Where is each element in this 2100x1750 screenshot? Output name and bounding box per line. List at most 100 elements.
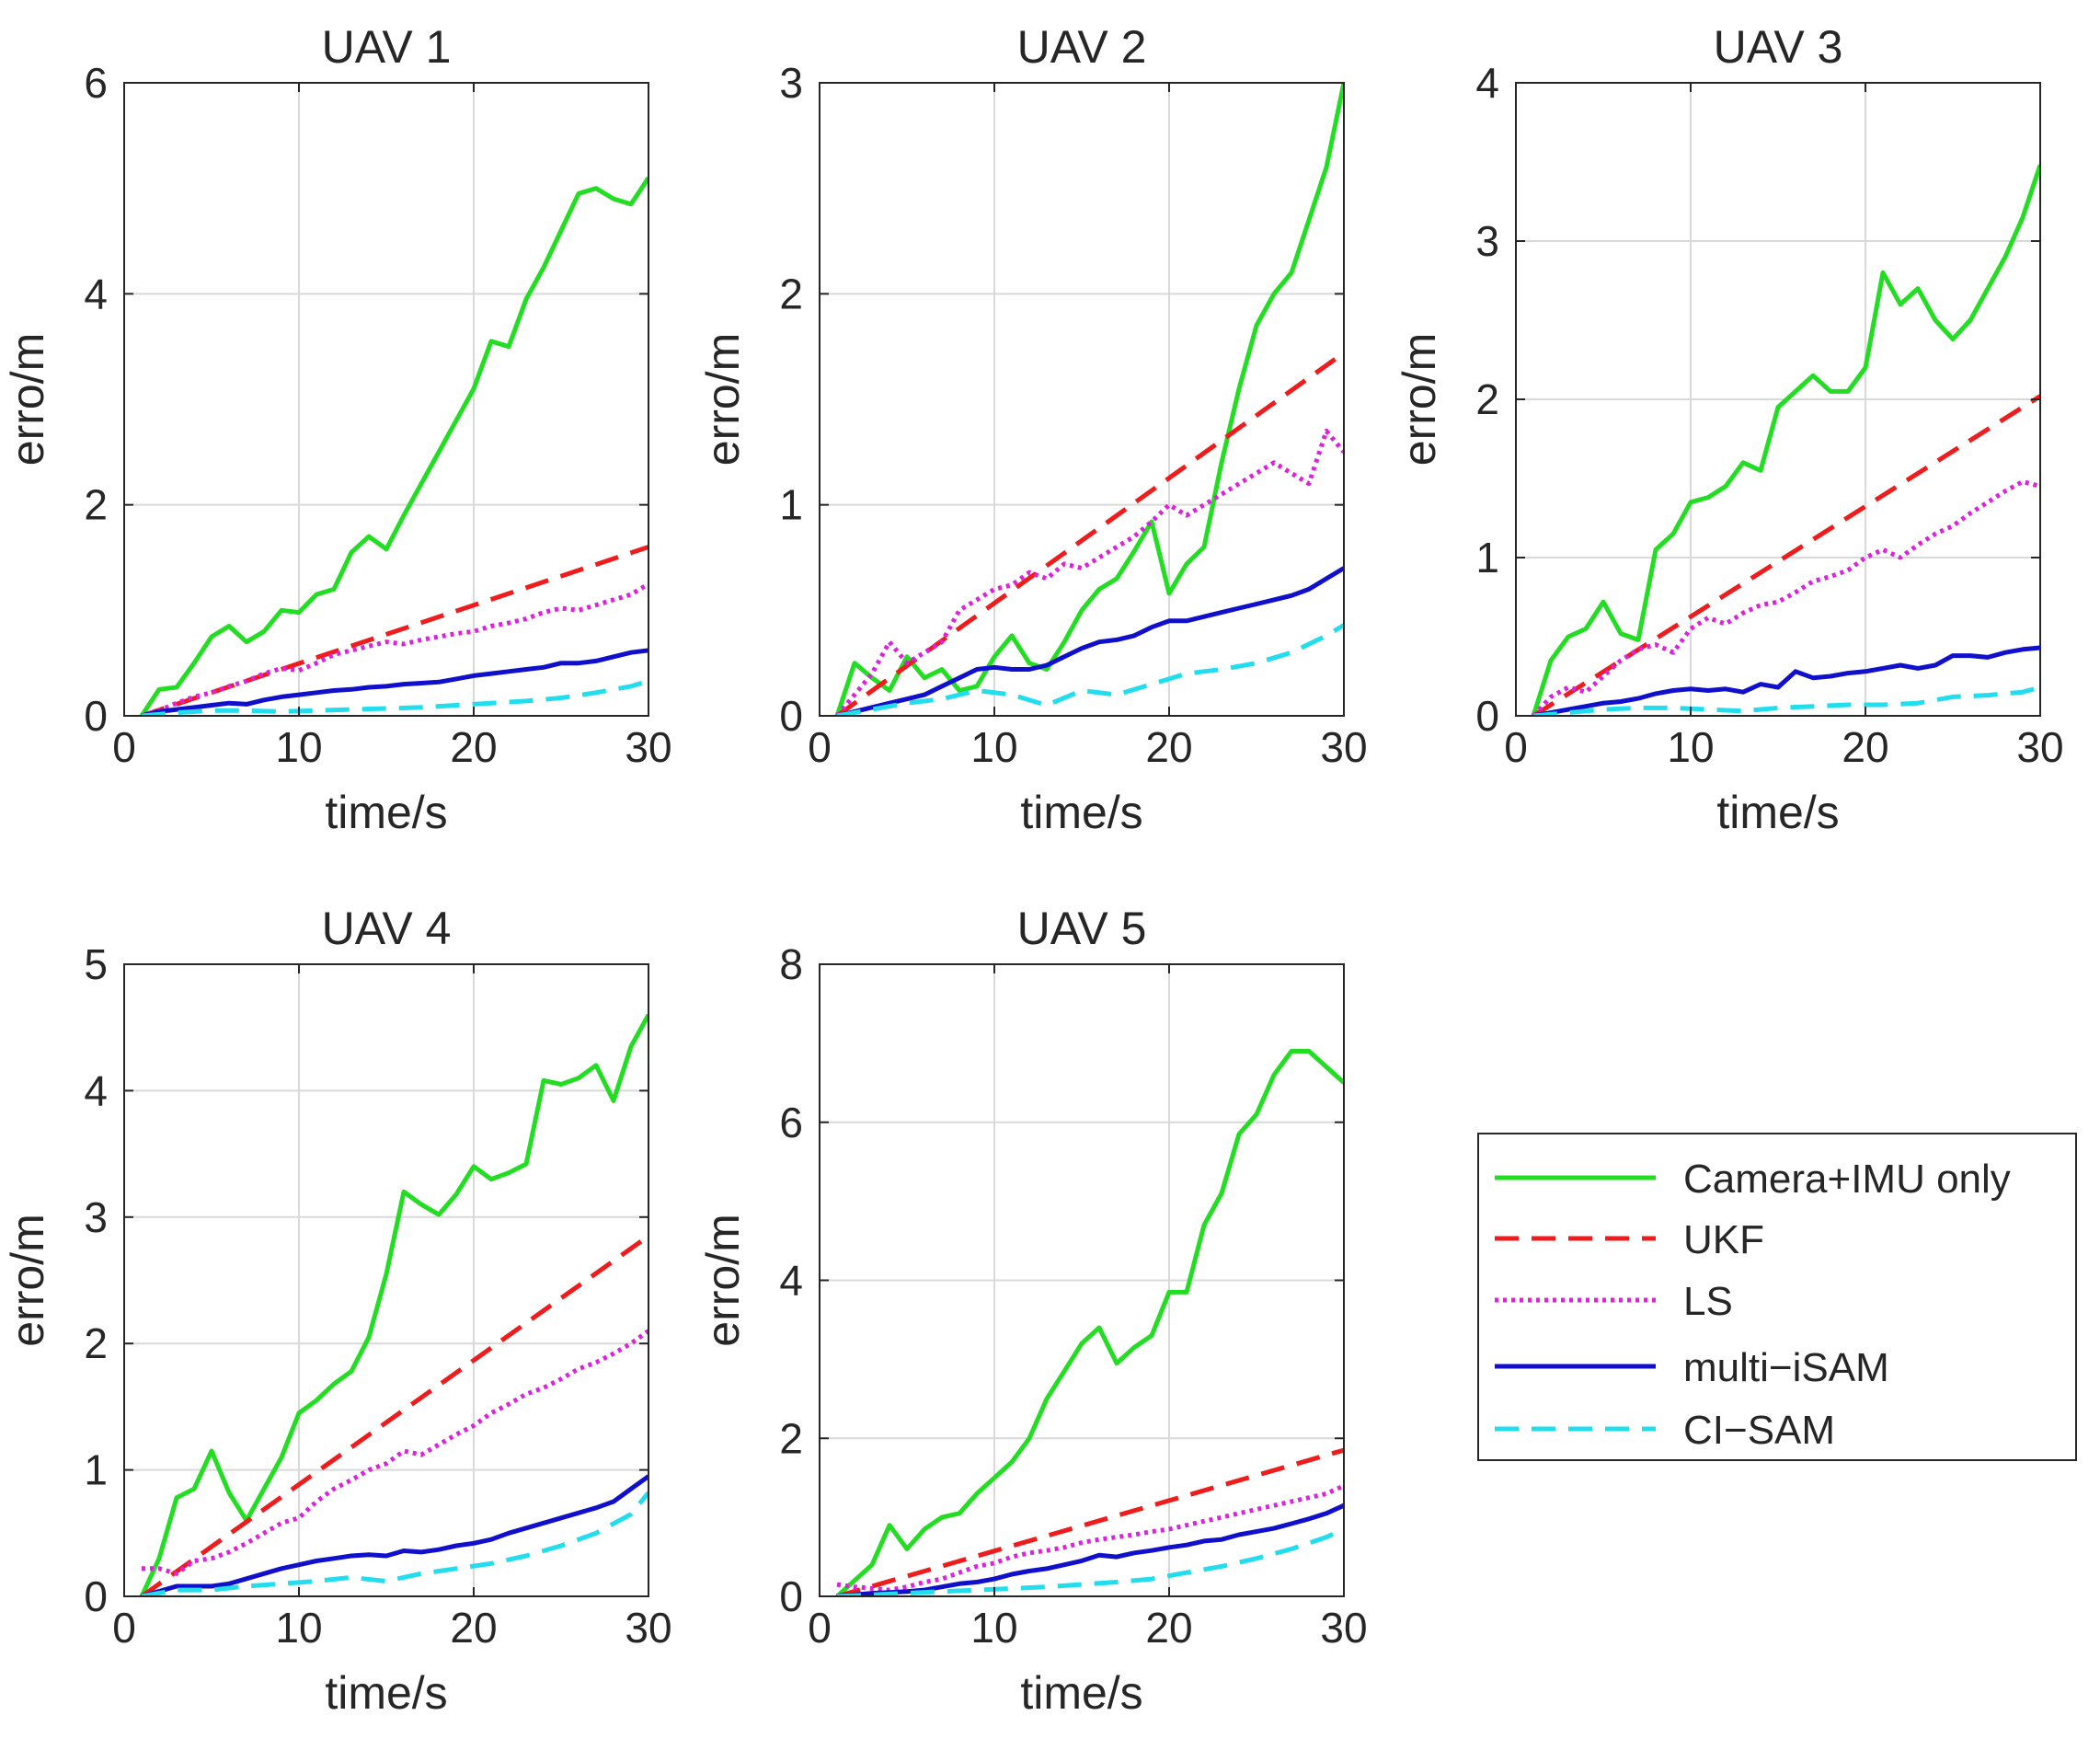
uav-2-ytick-label-0: 0 bbox=[779, 692, 803, 740]
uav-1-series-ls bbox=[141, 581, 648, 716]
uav-5-ytick-label-6: 6 bbox=[779, 1099, 803, 1146]
uav-5-xlabel: time/s bbox=[1020, 1667, 1142, 1719]
uav-1-xtick-label-10: 10 bbox=[275, 723, 322, 771]
uav-1-ytick-label-0: 0 bbox=[84, 692, 108, 740]
uav-1-ytick-label-2: 2 bbox=[84, 481, 108, 529]
uav-1-series-group bbox=[139, 176, 648, 716]
uav-5-xtick-label-10: 10 bbox=[970, 1604, 1017, 1652]
uav-1-series-ukf bbox=[141, 545, 648, 716]
legend-entry-ls: LS bbox=[1495, 1279, 1733, 1324]
legend-label-ls: LS bbox=[1683, 1279, 1733, 1324]
subplot-uav-5: 0 10 20 30 0 2 4 6 8 UAV 5 time/s erro/m bbox=[697, 903, 1368, 1719]
uav-2-series-ukf bbox=[835, 351, 1344, 716]
uav-2-series-ci-sam bbox=[836, 623, 1344, 716]
uav-2-ytick-label-3: 3 bbox=[779, 59, 803, 107]
uav-1-xlabel: time/s bbox=[325, 787, 447, 838]
uav-3-xtick-label-30: 30 bbox=[2016, 723, 2063, 771]
uav-2-series-camera-imu bbox=[834, 83, 1344, 716]
uav-4-series-ci-sam bbox=[141, 1491, 648, 1596]
uav-2-ytick-label-2: 2 bbox=[779, 270, 803, 317]
uav-1-ytick-label-6: 6 bbox=[84, 59, 108, 107]
uav-3-xtick-label-20: 20 bbox=[1842, 723, 1888, 771]
uav-2-ytick-label-1: 1 bbox=[779, 481, 803, 529]
uav-2-series-group bbox=[834, 83, 1344, 716]
uav-3-ytick-label-1: 1 bbox=[1475, 534, 1499, 581]
uav-4-series-ukf bbox=[140, 1234, 648, 1596]
subplot-uav-3: 0 10 20 30 0 1 2 3 4 UAV 3 time/s erro/m bbox=[1394, 21, 2064, 838]
uav-3-ytick-label-0: 0 bbox=[1475, 692, 1499, 740]
uav-4-xlabel: time/s bbox=[325, 1667, 447, 1719]
legend-entry-ukf: UKF bbox=[1495, 1217, 1764, 1262]
uav-4-xtick-label-10: 10 bbox=[275, 1604, 322, 1652]
uav-1-ylabel: erro/m bbox=[2, 333, 53, 466]
uav-4-ytick-label-2: 2 bbox=[84, 1319, 108, 1367]
uav-5-ytick-label-8: 8 bbox=[779, 940, 803, 988]
uav-3-series-ci-sam bbox=[1532, 685, 2040, 716]
uav-4-ytick-label-1: 1 bbox=[84, 1446, 108, 1494]
uav-2-ylabel: erro/m bbox=[697, 333, 749, 466]
uav-2-xtick-label-0: 0 bbox=[808, 723, 832, 771]
legend: Camera+IMU only UKF LS multi−iSAM CI−SAM bbox=[1477, 1133, 2077, 1461]
uav-4-series-group bbox=[139, 1013, 648, 1596]
uav-4-xtick-label-0: 0 bbox=[112, 1604, 136, 1652]
uav-5-series-ci-sam bbox=[836, 1526, 1344, 1596]
uav-2-xtick-label-20: 20 bbox=[1145, 723, 1192, 771]
uav-3-title: UAV 3 bbox=[1714, 21, 1843, 73]
uav-2-xtick-label-10: 10 bbox=[970, 723, 1017, 771]
uav-4-ylabel: erro/m bbox=[2, 1214, 53, 1346]
uav-3-ytick-label-4: 4 bbox=[1475, 59, 1499, 107]
uav-4-series-multi-isam bbox=[141, 1474, 648, 1596]
uav-1-ytick-label-4: 4 bbox=[84, 270, 108, 317]
uav-3-ytick-label-3: 3 bbox=[1475, 217, 1499, 265]
uav-5-xtick-label-20: 20 bbox=[1145, 1604, 1192, 1652]
uav-4-ytick-label-3: 3 bbox=[84, 1193, 108, 1241]
uav-3-series-camera-imu bbox=[1531, 164, 2040, 716]
subplot-uav-2: 0 10 20 30 0 1 2 3 UAV 2 time/s erro/m bbox=[697, 21, 1368, 838]
subplot-uav-4: 0 10 20 30 0 1 2 3 4 5 UAV 4 time/s erro/m bbox=[2, 903, 672, 1719]
uav-4-ytick-label-5: 5 bbox=[84, 940, 108, 988]
uav-5-ytick-label-4: 4 bbox=[779, 1257, 803, 1305]
uav-4-ytick-label-0: 0 bbox=[84, 1572, 108, 1620]
uav-1-xtick-label-0: 0 bbox=[112, 723, 136, 771]
legend-label-ukf: UKF bbox=[1683, 1217, 1764, 1262]
uav-5-ytick-label-0: 0 bbox=[779, 1572, 803, 1620]
uav-4-xtick-label-20: 20 bbox=[450, 1604, 497, 1652]
uav-2-xtick-label-30: 30 bbox=[1320, 723, 1367, 771]
uav-3-series-ls bbox=[1532, 478, 2040, 716]
uav-5-ylabel: erro/m bbox=[697, 1214, 749, 1346]
uav-5-xtick-label-30: 30 bbox=[1320, 1604, 1367, 1652]
uav-5-series-group bbox=[835, 1049, 1344, 1596]
uav-1-xtick-label-20: 20 bbox=[450, 723, 497, 771]
uav-1-plot-area bbox=[124, 83, 648, 716]
uav-5-series-ukf bbox=[836, 1447, 1344, 1596]
uav-5-series-ls bbox=[836, 1483, 1344, 1593]
legend-label-ci-sam: CI−SAM bbox=[1683, 1408, 1835, 1453]
uav-2-xlabel: time/s bbox=[1020, 787, 1142, 838]
uav-1-series-ci-sam bbox=[141, 678, 648, 716]
uav-5-title: UAV 5 bbox=[1017, 903, 1147, 954]
uav-3-xtick-label-10: 10 bbox=[1667, 723, 1714, 771]
uav-1-series-camera-imu bbox=[139, 176, 648, 716]
legend-entry-camera-imu: Camera+IMU only bbox=[1495, 1157, 2011, 1202]
uav-3-series-group bbox=[1531, 164, 2040, 716]
uav-2-title: UAV 2 bbox=[1017, 21, 1147, 73]
legend-label-camera-imu: Camera+IMU only bbox=[1683, 1157, 2011, 1202]
uav-2-series-ls bbox=[835, 428, 1344, 716]
uav-5-ytick-label-2: 2 bbox=[779, 1414, 803, 1462]
uav-2-axes-box bbox=[819, 82, 1345, 717]
uav-5-xtick-label-0: 0 bbox=[808, 1604, 832, 1652]
legend-entry-multi-isam: multi−iSAM bbox=[1495, 1345, 1889, 1390]
uav-4-axes-box bbox=[123, 963, 649, 1597]
uav-4-xtick-label-30: 30 bbox=[625, 1604, 671, 1652]
uav-3-xtick-label-0: 0 bbox=[1504, 723, 1528, 771]
legend-box bbox=[1477, 1133, 2077, 1461]
uav-3-xlabel: time/s bbox=[1716, 787, 1839, 838]
uav-1-xtick-label-30: 30 bbox=[625, 723, 671, 771]
uav-4-ytick-label-4: 4 bbox=[84, 1066, 108, 1114]
uav-3-ytick-label-2: 2 bbox=[1475, 375, 1499, 423]
uav-4-series-camera-imu bbox=[139, 1013, 648, 1596]
uav-3-series-multi-isam bbox=[1532, 645, 2040, 716]
uav-5-series-camera-imu bbox=[835, 1049, 1344, 1596]
